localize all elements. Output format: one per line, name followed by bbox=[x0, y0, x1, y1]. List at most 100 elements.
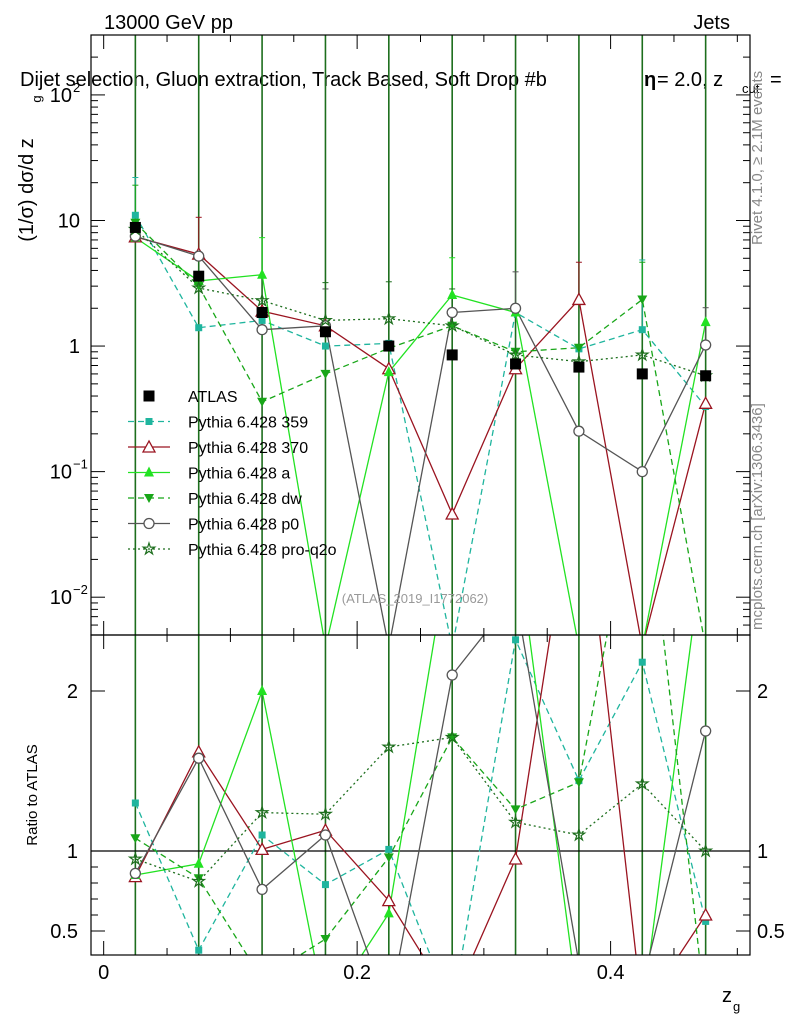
main-point-pq2o-5 bbox=[444, 317, 460, 333]
ratio-ytick-label-right-2: 2 bbox=[757, 681, 768, 703]
main-point-atlas-1 bbox=[193, 270, 205, 282]
main-line-p359 bbox=[134, 214, 707, 635]
xlabel-text: z bbox=[722, 985, 732, 1007]
ratio-point-pdw-1 bbox=[193, 874, 204, 884]
main-point-atlas-6 bbox=[510, 358, 522, 370]
energy-label: 13000 GeV pp bbox=[104, 12, 233, 34]
legend-marker-atlas bbox=[143, 390, 155, 402]
legend-label-pa: Pythia 6.428 a bbox=[188, 466, 290, 483]
legend-marker-pdw bbox=[144, 494, 154, 503]
ratio-data-layer bbox=[91, 635, 750, 955]
main-point-pdw-7 bbox=[573, 343, 584, 353]
main-point-p359-1 bbox=[195, 324, 203, 332]
legend-label-pq2o: Pythia 6.428 pro-q2o bbox=[188, 542, 337, 559]
main-point-p359-3 bbox=[321, 342, 329, 350]
main-point-p370-7 bbox=[571, 292, 587, 306]
xlabel-sub: g bbox=[733, 999, 740, 1014]
ratio-point-p359-3 bbox=[321, 881, 329, 889]
analysis-id-label: (ATLAS_2019_I1772062) bbox=[342, 591, 488, 606]
ratio-xtick-label-2: 0.4 bbox=[597, 962, 625, 984]
main-point-pq2o-6 bbox=[507, 346, 524, 362]
main-ylabel-sub: g bbox=[29, 95, 44, 102]
ratio-line-pq2o bbox=[135, 736, 707, 883]
main-line-p370 bbox=[135, 236, 707, 635]
legend-marker-pp0 bbox=[143, 517, 155, 530]
main-point-p359-2 bbox=[258, 316, 266, 324]
main-point-pdw-2 bbox=[257, 397, 268, 407]
main-ytick-sup-0: −2 bbox=[73, 582, 88, 597]
legend-marker-pa bbox=[144, 466, 154, 477]
main-point-atlas-5 bbox=[446, 349, 458, 361]
rivet-label: Rivet 4.1.0, ≥ 2.1M events bbox=[749, 71, 766, 245]
ratio-point-pq2o-2 bbox=[254, 804, 270, 820]
main-point-pdw-8 bbox=[637, 295, 648, 305]
ratio-point-pq2o-0 bbox=[127, 851, 143, 866]
main-point-atlas-2 bbox=[256, 307, 268, 319]
main-point-pp0-8 bbox=[636, 465, 648, 478]
main-ytick-label-4: 10 bbox=[50, 85, 72, 107]
main-point-p370-9 bbox=[698, 395, 713, 409]
ratio-point-pdw-3 bbox=[320, 935, 331, 944]
main-point-pdw-6 bbox=[510, 347, 521, 357]
ratio-point-p359-6 bbox=[512, 636, 520, 644]
ratio-point-pa-2 bbox=[257, 685, 268, 695]
legend: ATLAS Pythia 6.428 359 Pythia 6.428 370 Pyt… bbox=[128, 389, 337, 559]
ratio-axes: 0.5 0.5 1 1 2 2 0 0.2 0.4 bbox=[50, 635, 785, 984]
ratio-point-pp0-2 bbox=[256, 883, 268, 896]
main-point-atlas-9 bbox=[700, 370, 712, 382]
title-subscript: cut bbox=[742, 81, 760, 96]
main-point-atlas-4 bbox=[383, 340, 395, 352]
ratio-point-p370-4 bbox=[381, 893, 396, 907]
legend-marker-p370 bbox=[141, 439, 157, 453]
main-ytick-label-2: 1 bbox=[69, 336, 80, 358]
ratio-point-pq2o-7 bbox=[571, 827, 587, 842]
ratio-ytick-label-left-0: 0.5 bbox=[50, 921, 78, 943]
ratio-point-pq2o-5 bbox=[444, 729, 460, 744]
title-suffix: = 2.0, z bbox=[657, 69, 723, 91]
ratio-ytick-label-left-1: 1 bbox=[67, 841, 78, 863]
main-point-pa-2 bbox=[257, 268, 268, 279]
main-point-pq2o-2 bbox=[254, 292, 270, 308]
main-line-pa bbox=[135, 237, 707, 635]
main-point-atlas-7 bbox=[573, 361, 585, 373]
ratio-point-pq2o-1 bbox=[191, 873, 207, 888]
ratio-line-pdw bbox=[135, 635, 700, 955]
main-ytick-sup-4: 2 bbox=[73, 80, 80, 95]
legend-marker-p359 bbox=[145, 418, 153, 425]
main-point-pp0-9 bbox=[699, 339, 712, 351]
ratio-point-p359-2 bbox=[258, 831, 266, 839]
ratio-point-pdw-0 bbox=[130, 834, 141, 844]
ratio-point-pq2o-9 bbox=[698, 843, 714, 858]
ratio-xtick-label-0: 0 bbox=[98, 962, 109, 984]
ratio-line-pp0 bbox=[134, 635, 707, 955]
ratio-clip-group bbox=[91, 635, 750, 955]
ratio-point-pq2o-8 bbox=[634, 775, 650, 791]
title-text: Dijet selection, Gluon extraction, Track… bbox=[20, 69, 547, 91]
legend-label-atlas: ATLAS bbox=[188, 389, 238, 406]
main-data-layer bbox=[127, 35, 714, 635]
main-line-pdw bbox=[134, 222, 705, 635]
main-line-pq2o bbox=[134, 228, 706, 377]
main-ylabel-text: (1/σ) dσ/d z bbox=[16, 138, 38, 242]
main-point-pa-9 bbox=[700, 316, 711, 327]
ratio-ytick-label-right-0: 0.5 bbox=[757, 921, 785, 943]
main-clip-group bbox=[127, 35, 714, 635]
ratio-point-p359-4 bbox=[385, 845, 393, 853]
ratio-point-p359-1 bbox=[195, 946, 203, 954]
ratio-point-pa-1 bbox=[193, 857, 204, 868]
ratio-frame bbox=[90, 634, 751, 956]
main-point-pdw-1 bbox=[193, 282, 204, 292]
main-point-atlas-3 bbox=[319, 326, 331, 338]
mcplots-label: mcplots.cern.ch [arXiv:1306.3436] bbox=[749, 403, 766, 630]
ratio-line-pa bbox=[135, 635, 693, 955]
ratio-point-p370-9 bbox=[698, 907, 713, 921]
ratio-point-pp0-9 bbox=[699, 725, 712, 737]
ratio-point-pa-4 bbox=[383, 907, 394, 918]
legend-label-pp0: Pythia 6.428 p0 bbox=[188, 517, 299, 534]
main-ytick-label-1: 10 bbox=[50, 462, 72, 484]
main-point-pp0-7 bbox=[573, 425, 585, 437]
main-point-pq2o-4 bbox=[381, 310, 397, 326]
category-label: Jets bbox=[693, 12, 730, 34]
ratio-point-pp0-0 bbox=[129, 867, 142, 880]
